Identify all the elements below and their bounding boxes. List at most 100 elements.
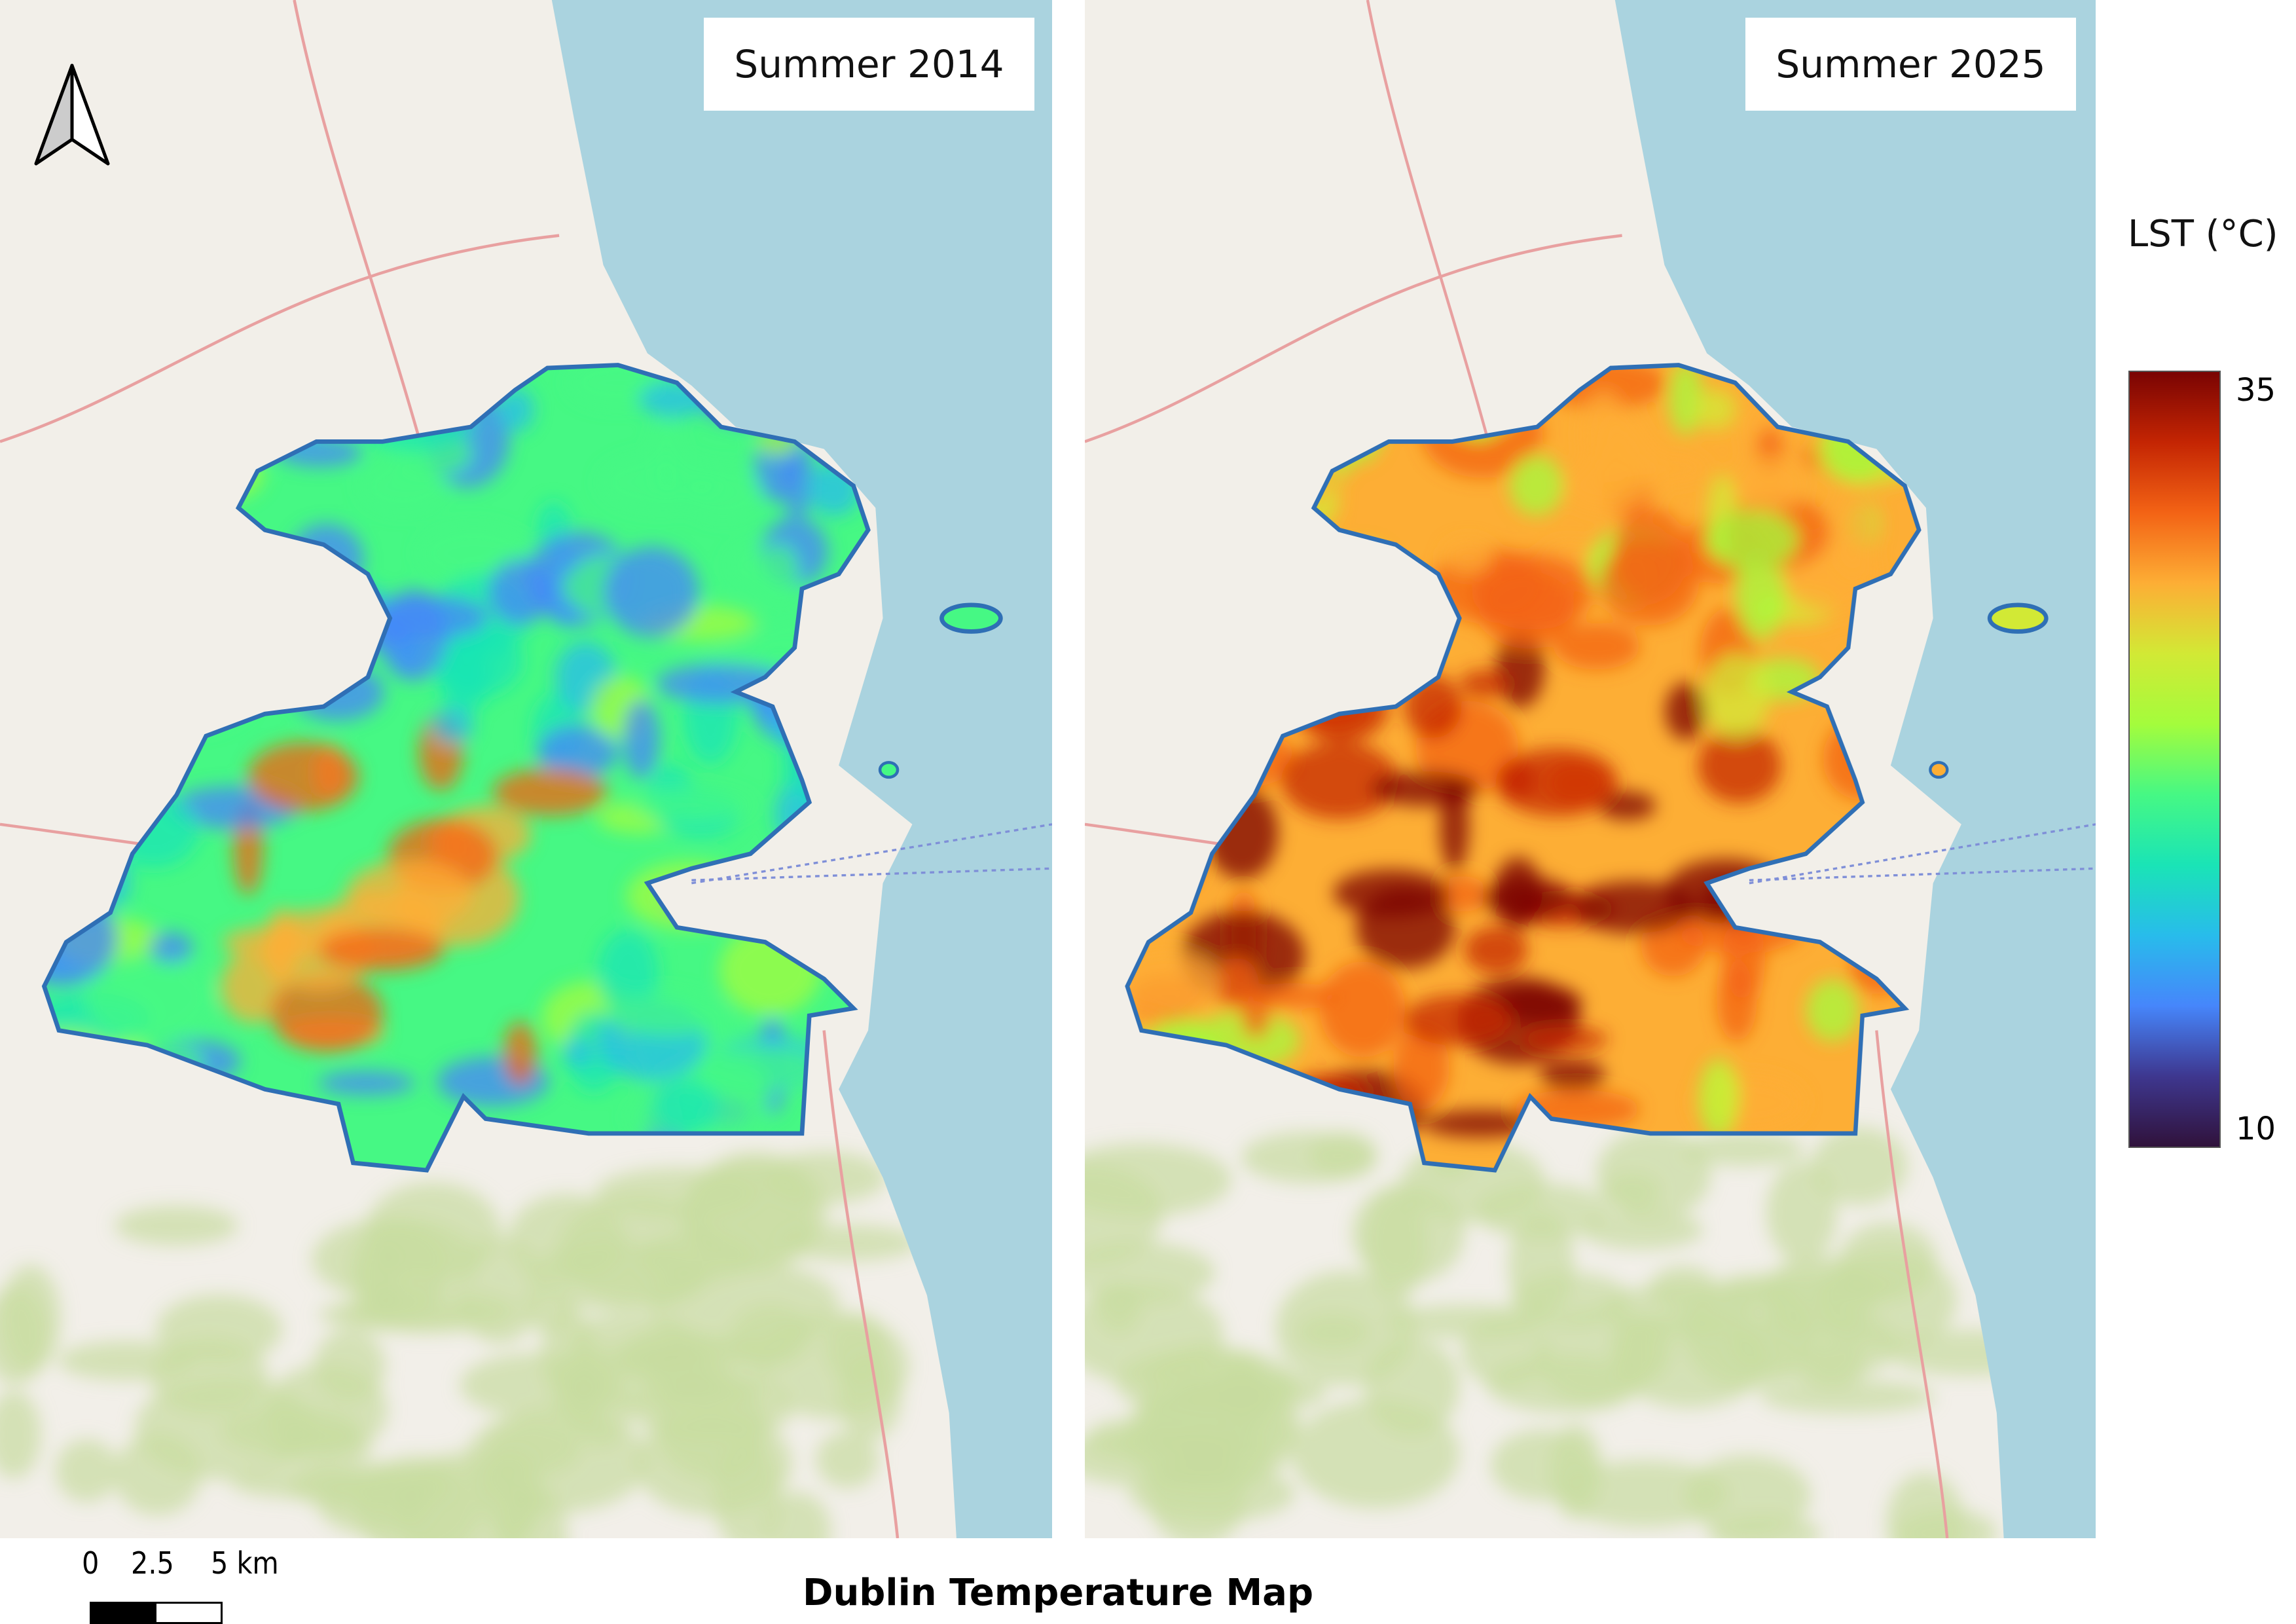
park-area xyxy=(0,1285,48,1385)
park-area xyxy=(114,1206,238,1246)
scale-bar xyxy=(90,1602,223,1624)
panel-title-2014: Summer 2014 xyxy=(704,18,1034,111)
scale-label-2-5: 2.5 xyxy=(131,1545,174,1581)
park-area xyxy=(456,1236,542,1344)
legend-max-label: 35 xyxy=(2236,372,2276,409)
park-area xyxy=(393,1452,537,1538)
lst-patch xyxy=(1806,979,1859,1042)
lst-patch xyxy=(1554,623,1640,670)
lst-patch xyxy=(1668,365,1704,435)
park-area xyxy=(1383,1304,1554,1338)
lst-patch xyxy=(1520,1027,1609,1052)
sea xyxy=(551,0,1052,1538)
lst-patch xyxy=(1281,742,1398,819)
lst-patch xyxy=(84,952,213,1043)
park-area xyxy=(1580,1210,1704,1249)
lambay-island xyxy=(1987,602,2049,634)
park-area xyxy=(1682,1132,1804,1166)
lst-patch xyxy=(1495,630,1545,708)
park-area xyxy=(1683,1275,1813,1390)
lst-patch xyxy=(1444,540,1493,574)
lst-patch xyxy=(1695,388,1737,430)
lst-patch xyxy=(247,742,359,812)
park-area xyxy=(135,1376,315,1480)
park-area xyxy=(1595,1129,1711,1220)
dublin-boundary xyxy=(41,363,871,1173)
lst-patch xyxy=(1665,682,1707,740)
lst-patch xyxy=(1707,1064,1740,1126)
lst-patch xyxy=(1509,455,1563,516)
scale-label-5km: 5 km xyxy=(211,1545,279,1581)
park-area xyxy=(1560,1460,1729,1528)
lst-patch xyxy=(1319,961,1406,1058)
map-panel-2014[interactable] xyxy=(0,0,1052,1538)
map-title: Dublin Temperature Map xyxy=(802,1572,1314,1614)
lst-patch xyxy=(1436,876,1488,912)
park-area xyxy=(1603,1172,1661,1210)
park-area xyxy=(567,1312,694,1378)
panel-title-2025: Summer 2025 xyxy=(1745,18,2076,111)
park-area xyxy=(314,1329,386,1403)
lst-map xyxy=(1085,0,2096,1538)
lst-patch xyxy=(270,974,384,1052)
lst-patch xyxy=(503,1021,537,1086)
park-area xyxy=(1685,1455,1811,1536)
park-area xyxy=(1148,1450,1246,1538)
dublin-boundary xyxy=(1125,363,1922,1173)
lst-patch xyxy=(1571,881,1696,934)
lst-patch xyxy=(630,788,753,822)
sea xyxy=(1614,0,2096,1538)
scale-label-0: 0 xyxy=(82,1545,100,1581)
park-area xyxy=(1811,1127,1908,1205)
lst-patch xyxy=(1215,957,1259,1011)
lst-patch xyxy=(653,1079,720,1134)
lst-map xyxy=(0,0,1052,1538)
lst-patch xyxy=(1599,540,1699,626)
park-area xyxy=(528,1241,709,1312)
park-area xyxy=(1292,1399,1460,1509)
park-area xyxy=(1351,1183,1465,1283)
lst-patch xyxy=(1735,546,1785,640)
lst-patch xyxy=(757,544,799,606)
park-area xyxy=(731,1304,812,1365)
park-area xyxy=(348,1221,449,1318)
lst-patch xyxy=(488,559,552,625)
lst-patch xyxy=(492,768,608,816)
road xyxy=(0,0,900,1538)
lst-patch xyxy=(1464,927,1528,974)
lst-patch xyxy=(1482,877,1574,920)
map-panel-2025[interactable] xyxy=(1085,0,2096,1538)
lst-patch xyxy=(650,420,683,502)
lst-patch xyxy=(1127,951,1221,1016)
lst-patch xyxy=(1393,1025,1449,1110)
lst-patch xyxy=(1539,1060,1606,1091)
ferry-route xyxy=(691,823,1052,885)
scale-bar-white-segment xyxy=(156,1604,221,1622)
lst-patch xyxy=(1698,728,1781,803)
road xyxy=(1085,0,1949,1538)
lst-patch xyxy=(563,1039,593,1067)
lst-patch xyxy=(1440,778,1469,872)
park-area xyxy=(1219,1351,1269,1430)
lst-patch xyxy=(378,589,448,681)
irelands-eye-island xyxy=(1929,761,1949,779)
lst-patch xyxy=(1241,998,1271,1038)
park-area xyxy=(1275,1271,1416,1386)
lst-patch xyxy=(1598,791,1656,821)
lst-patch xyxy=(262,908,375,990)
park-area xyxy=(524,1286,576,1333)
park-area xyxy=(1309,1132,1378,1179)
lst-patch xyxy=(1704,653,1770,739)
park-area xyxy=(0,1391,41,1479)
legend-min-label: 10 xyxy=(2236,1111,2276,1147)
lst-patch xyxy=(1732,454,1806,513)
park-area xyxy=(55,1439,118,1502)
ferry-route xyxy=(1749,823,2096,885)
lst-patch xyxy=(318,928,445,972)
lst-patch xyxy=(318,1071,416,1096)
lst-patch xyxy=(1403,994,1514,1046)
park-area xyxy=(1085,1143,1231,1217)
lst-patch xyxy=(604,546,699,638)
legend-title: LST (°C) xyxy=(2128,213,2278,255)
lst-patch xyxy=(1333,869,1450,917)
